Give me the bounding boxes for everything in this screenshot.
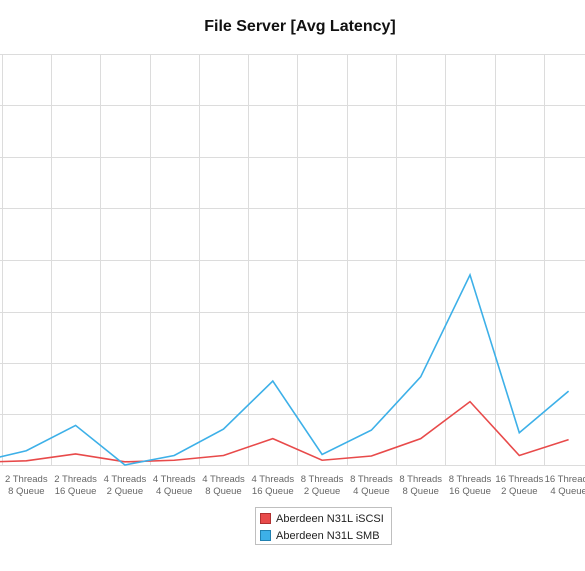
legend-label-iscsi: Aberdeen N31L iSCSI	[276, 512, 384, 525]
legend-label-smb: Aberdeen N31L SMB	[276, 529, 380, 542]
x-tick-label: 16 Threads 2 Queue	[495, 474, 543, 497]
x-tick-label: 4 Threads 8 Queue	[202, 474, 245, 497]
x-tick-label: 8 Threads 8 Queue	[399, 474, 442, 497]
x-tick-label: 4 Threads 2 Queue	[104, 474, 147, 497]
legend-swatch-smb	[260, 530, 271, 541]
series-line-iscsi	[0, 400, 569, 463]
x-tick-label: 4 Threads 16 Queue	[251, 474, 294, 497]
chart-legend: Aberdeen N31L iSCSI Aberdeen N31L SMB	[255, 507, 392, 545]
x-tick-label: 4 Threads 4 Queue	[153, 474, 196, 497]
legend-item-smb: Aberdeen N31L SMB	[260, 527, 387, 544]
series-line-smb	[0, 272, 570, 466]
x-tick-label: 8 Threads 4 Queue	[350, 474, 393, 497]
x-tick-label: 8 Threads 16 Queue	[449, 474, 492, 497]
legend-swatch-iscsi	[260, 513, 271, 524]
chart-title: File Server [Avg Latency]	[204, 18, 396, 35]
legend-item-iscsi: Aberdeen N31L iSCSI	[260, 510, 387, 527]
x-tick-label: 2 Threads 16 Queue	[54, 474, 97, 497]
x-tick-label: 2 Threads 8 Queue	[5, 474, 48, 497]
x-tick-label: 8 Threads 2 Queue	[301, 474, 344, 497]
